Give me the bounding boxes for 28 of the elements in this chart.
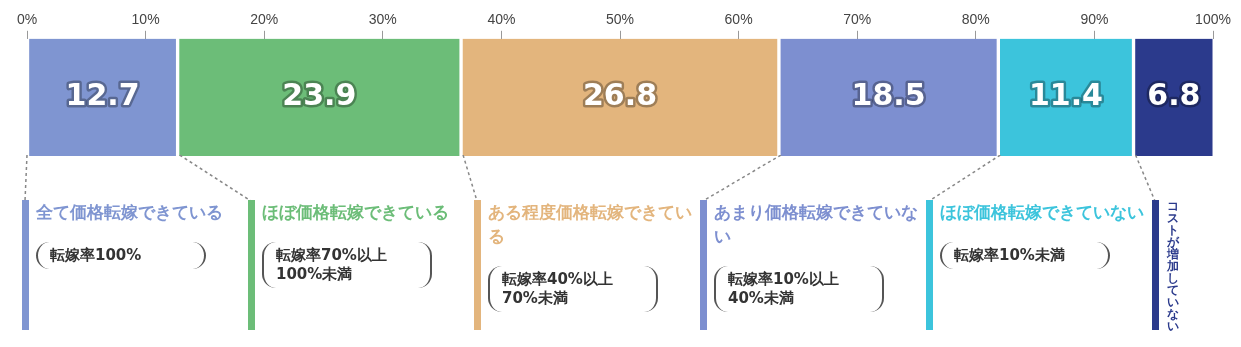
data-label: 12.7 — [65, 77, 140, 113]
x-tick-label: 60% — [724, 11, 753, 28]
text: あまり価格転嫁できていない — [714, 201, 919, 248]
x-tick-label: 90% — [1080, 11, 1109, 28]
x-tick-label: 40% — [487, 11, 516, 28]
text: ある程度価格転嫁できている — [488, 201, 693, 248]
x-tick-label: 30% — [368, 11, 397, 28]
x-tick-label: 80% — [961, 11, 990, 28]
text: 転嫁率70%以上100%未満 — [262, 242, 432, 288]
data-label: 6.8 — [1147, 77, 1201, 113]
text: ほぼ価格転嫁できている — [262, 201, 450, 224]
x-tick-label: 50% — [605, 11, 635, 28]
x-tick-label: 100% — [1195, 11, 1231, 28]
text: コストが増加していない — [1167, 199, 1179, 333]
text: 転嫁率10%未満 — [940, 242, 1110, 269]
data-label: 23.9 — [282, 77, 357, 113]
x-tick-label: 70% — [843, 11, 872, 28]
data-label: 11.4 — [1028, 77, 1103, 113]
x-tick-label: 0% — [16, 11, 38, 28]
text: 転嫁率100% — [36, 242, 206, 269]
data-label: 26.8 — [582, 77, 658, 113]
x-tick-label: 10% — [131, 11, 160, 28]
data-label: 18.5 — [851, 77, 926, 113]
text: 転嫁率10%以上40%未満 — [714, 266, 884, 312]
text: 全て価格転嫁できている — [36, 201, 224, 224]
text: ほぼ価格転嫁できていない — [940, 201, 1145, 224]
text: 転嫁率40%以上70%未満 — [488, 266, 658, 312]
x-tick-label: 20% — [250, 11, 279, 28]
